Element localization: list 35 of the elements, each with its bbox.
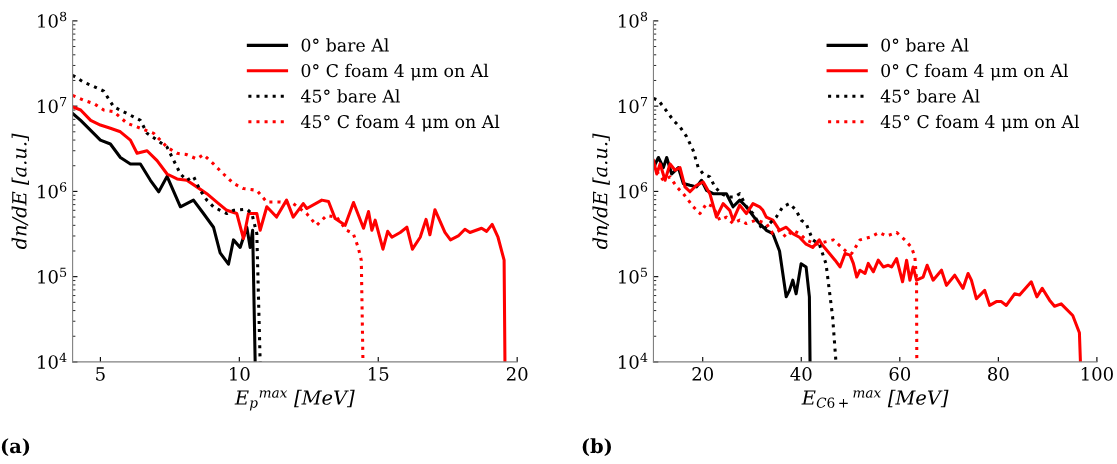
y-axis-title: dn/dE [a.u.]: [592, 133, 610, 250]
x-axis-title: E$_{C6+}$$^{max}$ [MeV]: [801, 389, 949, 408]
legend-label: 45° C foam 4 μm on Al: [300, 114, 500, 132]
y-tick-label: 10$^{7}$: [38, 97, 67, 114]
y-tick-label: 10$^{5}$: [619, 267, 648, 284]
y-tick-label: 10$^{4}$: [38, 352, 67, 369]
y-tick-label: 10$^{4}$: [619, 352, 648, 369]
x-tick-label: 100: [1081, 367, 1113, 381]
x-tick-label: 20: [692, 367, 714, 381]
y-tick-label: 10$^{7}$: [619, 97, 648, 114]
y-tick-label: 10$^{6}$: [38, 182, 67, 199]
y-tick-label: 10$^{5}$: [38, 267, 67, 284]
line-series: [653, 96, 838, 362]
text: (b): [582, 438, 611, 457]
x-tick-label: 60: [889, 367, 911, 381]
y-tick-label: 10$^{6}$: [619, 182, 648, 199]
x-tick-label: 20: [506, 367, 528, 381]
y-tick-label: 10$^{8}$: [619, 11, 648, 28]
legend-label: 45° bare Al: [880, 89, 980, 103]
legend-label: 0° C foam 4 μm on Al: [301, 63, 489, 81]
x-tick-label: 5: [96, 367, 105, 381]
legend-label: 0° C foam 4 μm on Al: [881, 63, 1068, 81]
y-tick-label: 10$^{8}$: [38, 11, 67, 28]
legend-label: 45° C foam 4 μm on Al: [880, 114, 1080, 132]
x-tick-label: 15: [368, 367, 389, 381]
legend-label: 0° bare Al: [301, 38, 389, 52]
x-tick-label: 10: [230, 367, 250, 381]
y-axis-title: dn/dE [a.u.]: [11, 133, 29, 250]
x-axis-title: E$_{p}$$^{max}$ [MeV]: [234, 389, 355, 411]
legend-label: 45° bare Al: [300, 89, 400, 103]
text: (a): [1, 438, 30, 457]
x-tick-label: 40: [790, 367, 812, 381]
line-series: [653, 159, 1082, 362]
legend-label: 0° bare Al: [881, 38, 969, 52]
x-tick-label: 80: [988, 367, 1009, 381]
